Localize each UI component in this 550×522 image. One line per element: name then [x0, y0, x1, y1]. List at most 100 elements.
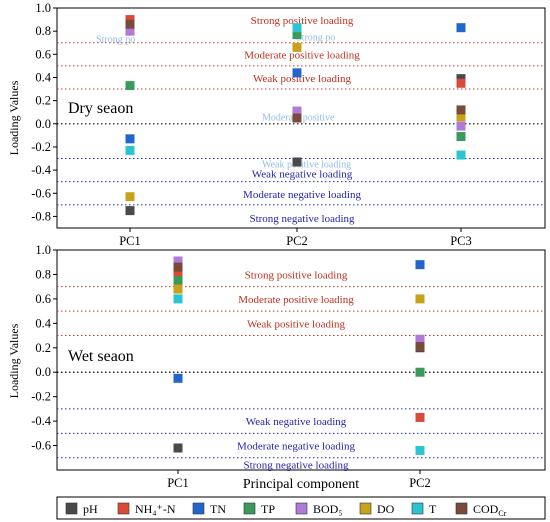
dry-point-pc2-tp — [292, 30, 302, 40]
dry-ghost-label-1: Strong po — [296, 32, 335, 43]
dry-point-pc2-do — [292, 42, 302, 52]
dry-ytick-label-5: 0.0 — [35, 117, 51, 131]
wet-zone-label-5: Moderate negative loading — [237, 441, 355, 453]
wet-point-pc1-nh4 — [173, 268, 183, 278]
dry-plot-frame — [56, 7, 546, 229]
dry-season-panel: Strong positive loading Moderate positive… — [7, 1, 546, 248]
dry-zone-label-4: Weak negative loading — [252, 169, 353, 181]
dry-ytick-label-0: 1.0 — [35, 1, 51, 15]
wet-point-pc2-nh4 — [415, 412, 425, 422]
legend-swatch-bod5 — [295, 502, 308, 515]
dry-ytick-label-4: 0.2 — [35, 94, 51, 108]
dry-ytick-label-6: -0.2 — [31, 140, 51, 154]
legend-swatch-nh4 — [117, 502, 130, 515]
wet-ytick-label-1: 0.8 — [35, 267, 51, 281]
dry-ghost-label-0: Strong po — [96, 35, 135, 46]
wet-point-pc2-t — [415, 445, 425, 455]
dry-ytick-label-1: 0.8 — [35, 24, 51, 38]
dry-zone-label-0: Strong positive loading — [251, 15, 354, 27]
legend-label-ph: pH — [83, 502, 98, 516]
wet-ytick-label-4: 0.2 — [35, 341, 51, 355]
legend-label-do: DO — [377, 502, 395, 516]
wet-point-pc2-do — [415, 294, 425, 304]
dry-point-pc2-t — [292, 23, 302, 33]
wet-ytick-label-0: 1.0 — [35, 243, 51, 257]
legend: pH NH₄⁺-N TN TP BOD₅ DO T CODCr — [56, 496, 546, 520]
dry-ytick-label-7: -0.4 — [31, 163, 52, 177]
dry-point-pc1-tn — [125, 134, 135, 144]
dry-season-label: Dry seaon — [68, 100, 133, 117]
x-axis-title: Principal component — [243, 477, 359, 492]
dry-xtick-label-pc3: PC3 — [450, 234, 472, 248]
dry-zone-label-1: Moderate positive loading — [244, 49, 360, 61]
dry-point-pc3-do — [456, 112, 466, 122]
wet-point-pc2-bod5 — [415, 334, 425, 344]
dry-point-pc1-cod — [125, 19, 135, 29]
wet-point-pc1-do — [173, 284, 183, 294]
wet-plot-frame — [56, 249, 546, 471]
legend-label-tn: TN — [210, 502, 226, 516]
dry-point-pc2-bod5 — [292, 106, 302, 116]
dry-point-pc3-t — [456, 150, 466, 160]
dry-ytick-label-8: -0.6 — [31, 186, 51, 200]
dry-point-pc3-cod — [456, 105, 466, 115]
dry-point-pc3-bod5 — [456, 121, 466, 131]
wet-ytick-label-3: 0.4 — [35, 316, 51, 330]
dry-ghost-label-3: Weak positive loading — [262, 160, 351, 171]
dry-zone-label-6: Strong negative loading — [249, 213, 355, 225]
dry-zone-label-5: Moderate negative loading — [243, 189, 361, 201]
dry-ytick-label-3: 0.4 — [35, 70, 51, 84]
wet-xtick-label-pc2: PC2 — [409, 476, 431, 490]
legend-swatch-ph — [65, 502, 78, 515]
wet-point-pc1-t — [173, 294, 183, 304]
dry-point-pc1-ph — [125, 206, 135, 216]
wet-point-pc1-tn — [173, 373, 183, 383]
legend-label-cod: CODCr — [473, 502, 507, 518]
wet-point-pc2-cod — [415, 342, 425, 352]
legend-swatch-tn — [192, 502, 205, 515]
wet-zone-label-2: Weak positive loading — [247, 318, 346, 330]
legend-label-tp: TP — [261, 502, 275, 516]
legend-swatch-do — [359, 502, 372, 515]
wet-point-pc2-tn — [415, 260, 425, 270]
wet-ytick-label-2: 0.6 — [35, 292, 51, 306]
dry-point-pc3-nh4 — [456, 78, 466, 88]
wet-zone-label-4: Weak negative loading — [246, 416, 347, 428]
legend-frame — [56, 496, 546, 520]
wet-season-panel: Strong positive loading Moderate positive… — [7, 243, 546, 490]
wet-ytick-label-7: -0.4 — [31, 414, 52, 428]
legend-swatch-cod — [455, 502, 468, 515]
wet-zone-label-0: Strong positive loading — [245, 269, 348, 281]
wet-y-axis-label: Loading Values — [7, 323, 21, 398]
legend-label-nh4: NH₄⁺-N — [135, 502, 176, 516]
dry-point-pc2-ph — [292, 157, 302, 167]
wet-zone-label-1: Moderate positive loading — [238, 294, 354, 306]
dry-xtick-label-pc1: PC1 — [119, 234, 141, 248]
dry-point-pc3-ph — [456, 74, 466, 84]
dry-ytick-label-9: -0.8 — [31, 209, 51, 223]
wet-season-label: Wet seaon — [68, 348, 134, 365]
dry-point-pc1-tp — [125, 81, 135, 91]
legend-label-cod-subscript: Cr — [498, 509, 506, 518]
wet-zone-label-6: Strong negative loading — [243, 460, 349, 472]
legend-label-bod5: BOD₅ — [313, 502, 343, 516]
dry-xtick-label-pc2: PC2 — [286, 234, 308, 248]
dry-ytick-label-2: 0.6 — [35, 47, 51, 61]
dry-point-pc1-nh4 — [125, 15, 135, 25]
wet-ytick-label-6: -0.2 — [31, 390, 51, 404]
wet-point-pc1-tp — [173, 276, 183, 286]
dry-point-pc1-bod5 — [125, 26, 135, 36]
dry-point-pc1-do — [125, 192, 135, 202]
dry-point-pc3-tn — [456, 23, 466, 33]
dry-point-pc1-t — [125, 145, 135, 155]
wet-point-pc1-cod — [173, 262, 183, 272]
dry-point-pc2-cod — [292, 113, 302, 123]
wet-point-pc2-tp — [415, 367, 425, 377]
legend-swatch-tp — [243, 502, 256, 515]
legend-swatch-t — [411, 502, 424, 515]
dry-y-axis-label: Loading Values — [7, 80, 21, 155]
wet-ytick-label-5: 0.0 — [35, 365, 51, 379]
dry-point-pc3-tp — [456, 132, 466, 142]
wet-point-pc1-bod5 — [173, 256, 183, 266]
